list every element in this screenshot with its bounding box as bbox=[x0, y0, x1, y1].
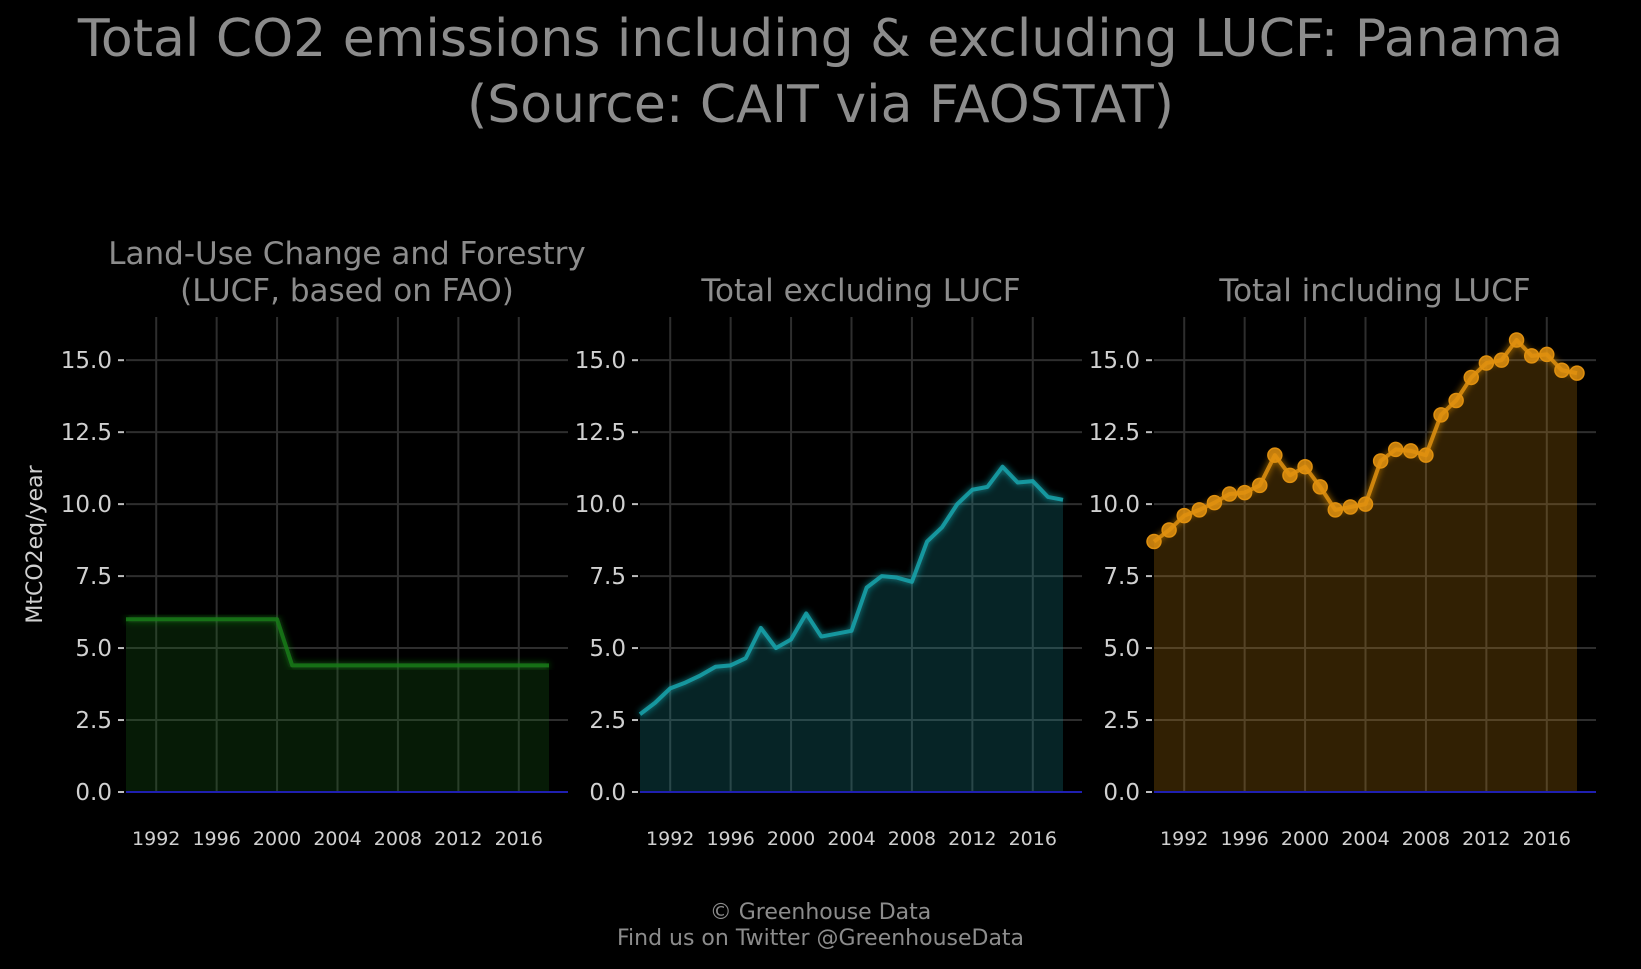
data-point bbox=[1478, 355, 1495, 371]
x-tick-label: 1992 bbox=[1160, 828, 1208, 850]
y-tick-label: 10.0 bbox=[575, 492, 626, 518]
y-tick-label: 10.0 bbox=[61, 492, 112, 518]
x-tick-label: 2012 bbox=[1462, 828, 1510, 850]
data-point bbox=[1493, 352, 1510, 368]
data-point bbox=[1236, 484, 1253, 501]
chart-title-line-2: (Source: CAIT via FAOSTAT) bbox=[466, 75, 1175, 135]
data-point bbox=[1312, 479, 1328, 495]
panel-title: Total including LUCF bbox=[1218, 273, 1530, 309]
x-tick-label: 2000 bbox=[767, 828, 815, 850]
x-tick-label: 2004 bbox=[1341, 828, 1389, 850]
y-tick-label: 0.0 bbox=[75, 780, 112, 806]
data-point bbox=[1403, 443, 1419, 459]
data-point bbox=[1433, 407, 1449, 423]
y-tick-label: 0.0 bbox=[1103, 780, 1140, 806]
footer-copyright: © Greenhouse Data bbox=[709, 900, 932, 925]
data-point bbox=[1372, 453, 1389, 469]
data-point bbox=[1569, 365, 1585, 381]
data-point bbox=[1206, 494, 1223, 511]
x-tick-label: 2012 bbox=[948, 828, 996, 850]
y-tick-label: 5.0 bbox=[589, 636, 626, 662]
footer-twitter: Find us on Twitter @GreenhouseData bbox=[616, 926, 1025, 951]
x-tick-label: 2008 bbox=[1402, 828, 1450, 850]
y-tick-label: 12.5 bbox=[575, 420, 626, 446]
area-fill bbox=[126, 619, 549, 792]
x-tick-label: 1992 bbox=[646, 828, 694, 850]
data-point bbox=[1508, 332, 1525, 348]
y-tick-label: 7.5 bbox=[1103, 564, 1140, 590]
x-tick-label: 2000 bbox=[1281, 828, 1329, 850]
x-tick-label: 1996 bbox=[192, 828, 240, 850]
y-tick-label: 7.5 bbox=[589, 564, 626, 590]
data-point bbox=[1342, 499, 1359, 515]
area-fill bbox=[640, 466, 1063, 792]
panel-title: (LUCF, based on FAO) bbox=[180, 273, 514, 309]
y-tick-label: 15.0 bbox=[1089, 348, 1140, 374]
x-tick-label: 2000 bbox=[253, 828, 301, 850]
x-tick-label: 2004 bbox=[313, 828, 361, 850]
panel-3: 0.0 2.5 5.0 7.5 10.0 12.5 15.0 1992 1996 2000 2004… bbox=[1089, 273, 1596, 850]
y-tick-label: 15.0 bbox=[575, 348, 626, 374]
y-tick-label: 12.5 bbox=[1089, 420, 1140, 446]
data-point bbox=[1448, 392, 1464, 409]
data-point bbox=[1191, 502, 1208, 518]
footer-credits: © Greenhouse Data Find us on Twitter @Gr… bbox=[0, 900, 1641, 952]
y-tick-label: 5.0 bbox=[75, 636, 112, 662]
x-tick-label: 1992 bbox=[132, 828, 180, 850]
panel-title: Total excluding LUCF bbox=[700, 273, 1020, 309]
x-tick-label: 1996 bbox=[1220, 828, 1268, 850]
area-fill bbox=[1154, 340, 1577, 792]
x-tick-label: 2012 bbox=[434, 828, 482, 850]
data-point bbox=[1297, 458, 1313, 475]
chart-title: Total CO2 emissions including & excludin… bbox=[0, 6, 1641, 138]
data-point bbox=[1267, 447, 1283, 463]
data-point bbox=[1523, 348, 1540, 364]
y-tick-label: 10.0 bbox=[1089, 492, 1140, 518]
series-line bbox=[126, 617, 549, 668]
y-tick-label: 2.5 bbox=[589, 708, 626, 734]
y-tick-label: 5.0 bbox=[1103, 636, 1140, 662]
data-point bbox=[1357, 496, 1374, 512]
data-point bbox=[1282, 467, 1298, 484]
x-tick-label: 2008 bbox=[374, 828, 422, 850]
data-point bbox=[1221, 486, 1238, 502]
y-axis-label: MtCO2eq/year bbox=[23, 464, 48, 623]
x-tick-label: 2016 bbox=[1009, 828, 1057, 850]
data-point bbox=[1146, 533, 1162, 550]
x-tick-label: 2004 bbox=[827, 828, 875, 850]
data-point bbox=[1327, 502, 1344, 518]
data-point bbox=[1463, 369, 1479, 386]
data-point bbox=[1176, 507, 1192, 524]
panel-title: Land-Use Change and Forestry bbox=[108, 236, 586, 272]
y-tick-label: 2.5 bbox=[75, 708, 112, 734]
x-tick-label: 2016 bbox=[1523, 828, 1571, 850]
y-tick-label: 7.5 bbox=[75, 564, 112, 590]
y-tick-label: 2.5 bbox=[1103, 708, 1140, 734]
series-line bbox=[638, 464, 1064, 716]
panel-1: 0.0 2.5 5.0 7.5 10.0 12.5 15.0 1992 1996 2000 2004… bbox=[23, 236, 586, 850]
x-tick-label: 1996 bbox=[706, 828, 754, 850]
panel-2: 0.0 2.5 5.0 7.5 10.0 12.5 15.0 1992 1996 2000 2004… bbox=[575, 273, 1082, 850]
chart-title-line-1: Total CO2 emissions including & excludin… bbox=[77, 9, 1564, 69]
data-point bbox=[1554, 362, 1570, 379]
x-tick-label: 2008 bbox=[888, 828, 936, 850]
x-tick-label: 2016 bbox=[495, 828, 543, 850]
data-point bbox=[1418, 447, 1434, 463]
data-point bbox=[1252, 477, 1268, 494]
data-point bbox=[1539, 346, 1555, 363]
y-tick-label: 12.5 bbox=[61, 420, 112, 446]
y-tick-label: 0.0 bbox=[589, 780, 626, 806]
data-point bbox=[1387, 441, 1404, 458]
data-point bbox=[1161, 522, 1177, 538]
y-tick-label: 15.0 bbox=[61, 348, 112, 374]
